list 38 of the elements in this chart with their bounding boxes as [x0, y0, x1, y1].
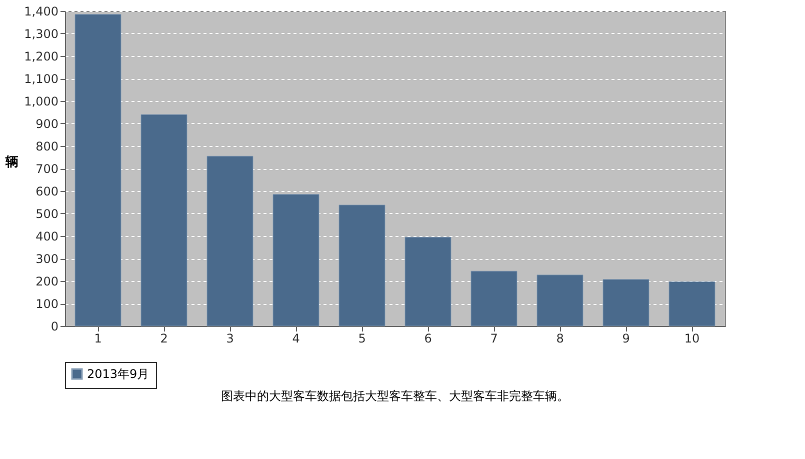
bar — [602, 279, 650, 326]
y-tick-label: 600 — [36, 184, 58, 198]
y-tick-label: 0 — [50, 320, 58, 334]
x-tick-label: 7 — [490, 332, 498, 346]
y-tick-label: 700 — [36, 162, 58, 176]
y-tick-label: 1,300 — [24, 27, 58, 41]
y-tick-label: 1,200 — [24, 50, 58, 64]
y-tick-label: 500 — [36, 207, 58, 221]
x-tick-label: 6 — [424, 332, 432, 346]
x-tick-label: 9 — [622, 332, 630, 346]
y-tick-label: 300 — [36, 252, 58, 266]
x-tick-label: 10 — [684, 332, 700, 346]
bar — [536, 274, 584, 326]
bar — [140, 114, 188, 326]
bar — [668, 281, 716, 326]
bar — [74, 14, 122, 326]
x-tick-label: 2 — [160, 332, 168, 346]
bar — [404, 236, 452, 326]
y-tick-label: 1,000 — [24, 94, 58, 108]
y-tick-label: 400 — [36, 230, 58, 244]
text: 图表中的大型客车数据包括大型客车整车、大型客车非完整车辆。 — [221, 389, 569, 403]
y-tick-label: 1,400 — [24, 4, 58, 18]
x-tick-label: 5 — [358, 332, 366, 346]
bar — [206, 156, 254, 326]
y-tick-label: 1,100 — [24, 72, 58, 86]
y-tick-label: 100 — [36, 297, 58, 311]
y-tick-label: 900 — [36, 117, 58, 131]
bar — [272, 194, 320, 326]
x-tick-label: 8 — [556, 332, 564, 346]
bar — [338, 204, 386, 326]
y-axis-title: 辆 — [4, 155, 19, 170]
x-tick-label: 4 — [292, 332, 300, 346]
bar — [470, 270, 518, 326]
x-tick-label: 1 — [94, 332, 102, 346]
y-tick-label: 200 — [36, 274, 58, 288]
legend-label: 2013年9月 — [87, 367, 150, 381]
x-tick-label: 3 — [226, 332, 234, 346]
y-tick-label: 800 — [36, 140, 58, 154]
